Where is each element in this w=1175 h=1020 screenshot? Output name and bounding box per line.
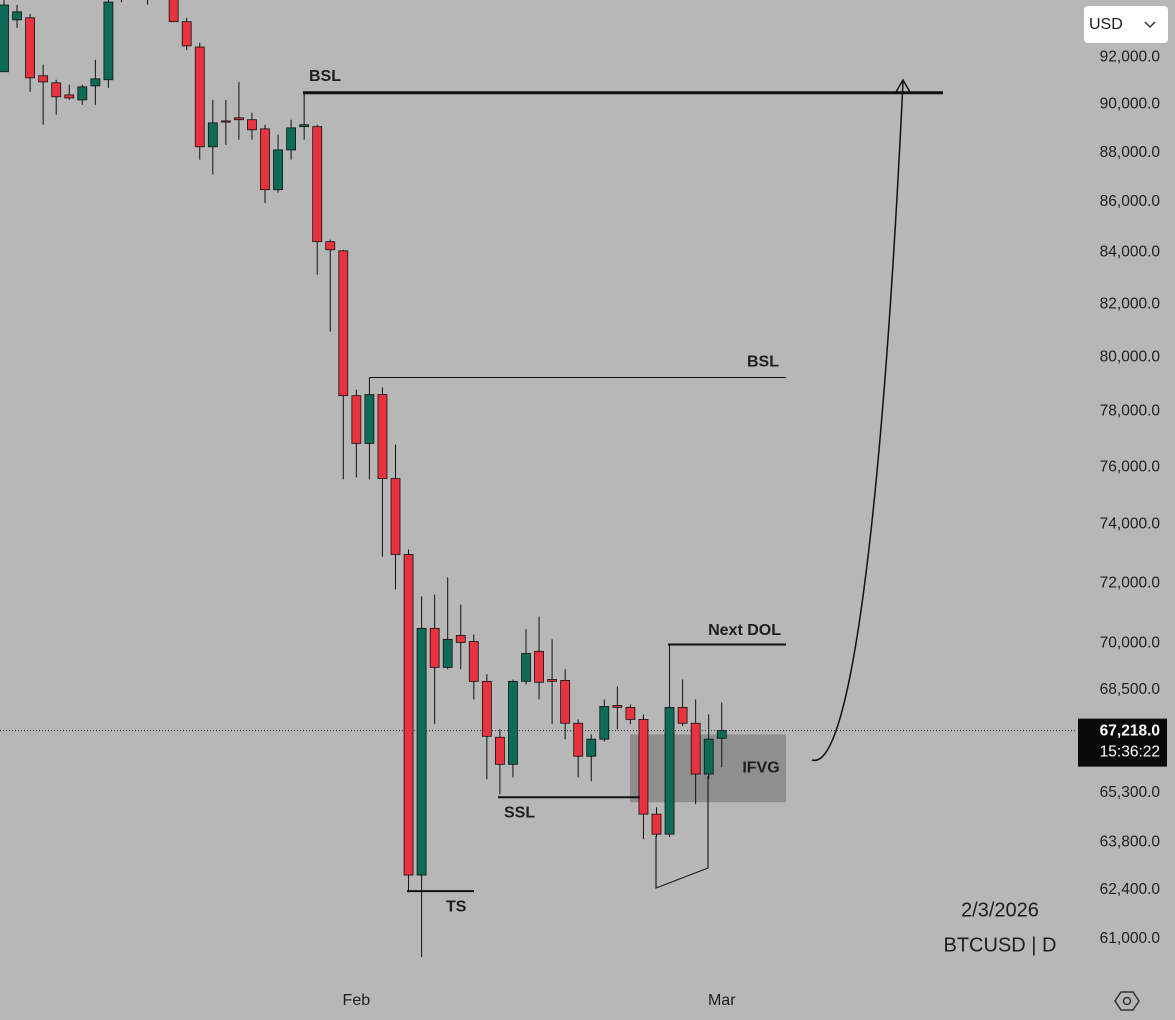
candle-body — [468, 641, 479, 682]
y-tick-label: 92,000.0 — [1100, 49, 1161, 66]
candle-body — [690, 722, 701, 775]
settings-icon-center — [1122, 996, 1132, 1006]
x-tick-label: Feb — [343, 992, 371, 1009]
candle-body — [364, 394, 375, 444]
candle-body — [651, 813, 662, 835]
candle-body — [77, 86, 88, 101]
annotations: BSL BSL Next DOL SSL TS IFVG — [303, 68, 943, 915]
candle-body — [494, 736, 505, 765]
currency-button[interactable] — [1084, 6, 1168, 43]
bracket — [655, 776, 709, 889]
y-tick-label: 78,000.0 — [1100, 403, 1161, 420]
level-label: BSL — [747, 354, 779, 371]
projection-curve — [811, 81, 904, 762]
candle-body — [442, 638, 453, 668]
y-tick-label: 80,000.0 — [1100, 348, 1161, 365]
y-tick-label: 61,000.0 — [1100, 930, 1161, 947]
y-tick-label: 90,000.0 — [1100, 96, 1161, 113]
price-axis: 92,000.0 90,000.0 88,000.0 86,000.0 84,000.0… — [1078, 49, 1167, 947]
candle-body — [233, 117, 244, 121]
x-tick-label: Mar — [708, 992, 736, 1009]
candle-body — [481, 680, 492, 737]
countdown-label: 15:36:22 — [1100, 744, 1160, 761]
chevron — [1144, 21, 1156, 29]
settings-icon[interactable] — [1114, 991, 1140, 1011]
candle-body — [64, 94, 75, 99]
candle-body — [455, 634, 466, 643]
y-tick-label: 70,000.0 — [1100, 635, 1161, 652]
level-label: TS — [446, 898, 467, 915]
candle-body — [207, 122, 218, 148]
candle-body — [612, 705, 623, 708]
candle-body — [168, 0, 179, 23]
y-tick-label: 82,000.0 — [1100, 295, 1161, 312]
candle-body — [220, 120, 231, 123]
candle-body — [286, 127, 297, 151]
candle-body — [599, 706, 610, 740]
candle-body — [103, 1, 114, 81]
candle-body — [560, 680, 571, 724]
y-tick-label: 62,400.0 — [1100, 881, 1161, 898]
currency-selector[interactable]: USD — [1084, 6, 1168, 43]
candle-body — [508, 680, 518, 765]
candle-body — [664, 706, 675, 835]
candle-body — [703, 738, 714, 775]
arrow-head — [895, 78, 911, 93]
level-label: Next DOL — [708, 622, 781, 639]
candle-body — [247, 119, 257, 131]
candle-body — [338, 250, 349, 397]
candle-body — [38, 75, 49, 83]
candle-body — [390, 478, 401, 555]
candle-body — [534, 650, 544, 683]
candle-body — [25, 17, 36, 79]
candle-body — [416, 627, 427, 876]
currency-label[interactable]: USD — [1089, 16, 1123, 33]
chart-date: 2/3/2026 — [961, 899, 1039, 921]
y-tick-label: 84,000.0 — [1100, 244, 1161, 261]
level-label: BSL — [309, 68, 341, 85]
candle-body — [677, 706, 688, 724]
candle-body — [12, 11, 22, 21]
candle-body — [325, 241, 336, 251]
y-tick-label: 86,000.0 — [1100, 193, 1161, 210]
y-tick-label: 65,300.0 — [1100, 784, 1161, 801]
candle-body — [0, 4, 9, 73]
candle-body — [260, 128, 270, 191]
candle-body — [638, 719, 649, 815]
y-tick-label: 63,800.0 — [1100, 834, 1161, 851]
candle-body — [194, 46, 205, 148]
candle-body — [90, 78, 101, 87]
candle-body — [403, 554, 414, 876]
y-tick-label: 74,000.0 — [1100, 516, 1161, 533]
settings-button[interactable] — [1114, 991, 1140, 1011]
candle-body — [51, 82, 62, 98]
candle-body — [625, 706, 636, 720]
last-price-box — [1078, 718, 1167, 767]
candle-body — [377, 394, 388, 479]
y-tick-label: 72,000.0 — [1100, 574, 1161, 591]
y-tick-label: 76,000.0 — [1100, 458, 1161, 475]
last-price-label: 67,218.0 — [1100, 723, 1160, 740]
y-tick-label: 68,500.0 — [1100, 681, 1161, 698]
candle-body — [351, 395, 362, 444]
y-tick-label: 88,000.0 — [1100, 144, 1161, 161]
candle-body — [716, 730, 727, 739]
level-label: SSL — [504, 805, 535, 822]
symbol-label: BTCUSD | D — [944, 934, 1057, 956]
candle-body — [273, 149, 283, 191]
candle-body — [547, 679, 557, 682]
candle-body — [429, 627, 440, 668]
candle-body — [181, 21, 192, 47]
candle-body — [586, 738, 597, 757]
candle-body — [521, 653, 531, 682]
zone-label: IFVG — [742, 760, 779, 777]
candle-body — [299, 124, 310, 128]
candle-body — [573, 722, 584, 757]
candle-body — [312, 126, 323, 243]
